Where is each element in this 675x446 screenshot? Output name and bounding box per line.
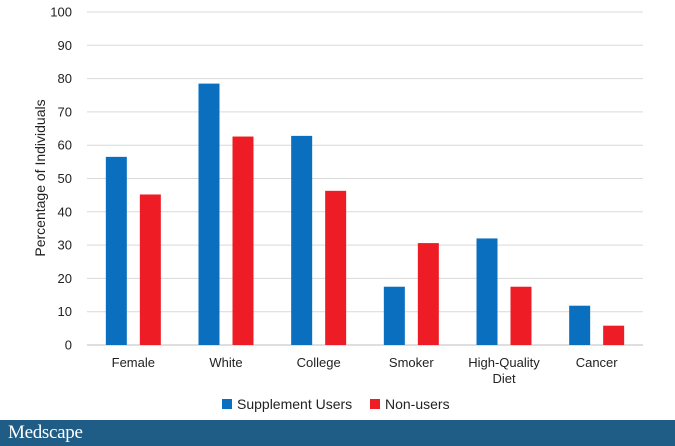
legend-swatch — [222, 399, 232, 409]
y-tick-label: 40 — [58, 204, 72, 219]
y-tick-label: 70 — [58, 104, 72, 119]
y-tick-label: 60 — [58, 138, 72, 153]
bar-non-users — [232, 136, 254, 345]
bar-supplement-users — [198, 83, 220, 345]
x-tick-label: Diet — [492, 371, 516, 386]
x-tick-label: College — [297, 355, 341, 370]
x-tick-label: Smoker — [389, 355, 434, 370]
x-tick-label: White — [209, 355, 242, 370]
legend-label: Non-users — [385, 396, 450, 412]
y-tick-label: 0 — [65, 338, 72, 353]
bar-non-users — [139, 194, 161, 345]
bar-non-users — [325, 190, 347, 345]
y-tick-label: 80 — [58, 71, 72, 86]
x-tick-label: Cancer — [576, 355, 619, 370]
y-tick-label: 10 — [58, 304, 72, 319]
legend-swatch — [370, 399, 380, 409]
y-tick-label: 90 — [58, 38, 72, 53]
x-tick-label: High-Quality — [468, 355, 540, 370]
bar-supplement-users — [105, 156, 127, 345]
bar-chart: Percentage of Individuals 0 10 20 30 40 50 60 7… — [32, 5, 643, 412]
y-tick-label: 100 — [50, 5, 72, 20]
bar-supplement-users — [569, 305, 591, 345]
bar-non-users — [603, 325, 625, 345]
y-tick-label: 30 — [58, 238, 72, 253]
y-axis-label: Percentage of Individuals — [32, 99, 48, 256]
medscape-logo: Medscape — [8, 422, 83, 443]
footer-bar: Medscape — [0, 420, 675, 446]
bar-non-users — [417, 243, 439, 345]
legend-label: Supplement Users — [237, 396, 352, 412]
bar-non-users — [510, 286, 532, 345]
bar-supplement-users — [476, 238, 498, 345]
bar-supplement-users — [291, 135, 313, 345]
x-tick-label: Female — [112, 355, 155, 370]
y-tick-label: 50 — [58, 171, 72, 186]
bar-supplement-users — [383, 286, 405, 345]
y-tick-label: 20 — [58, 271, 72, 286]
